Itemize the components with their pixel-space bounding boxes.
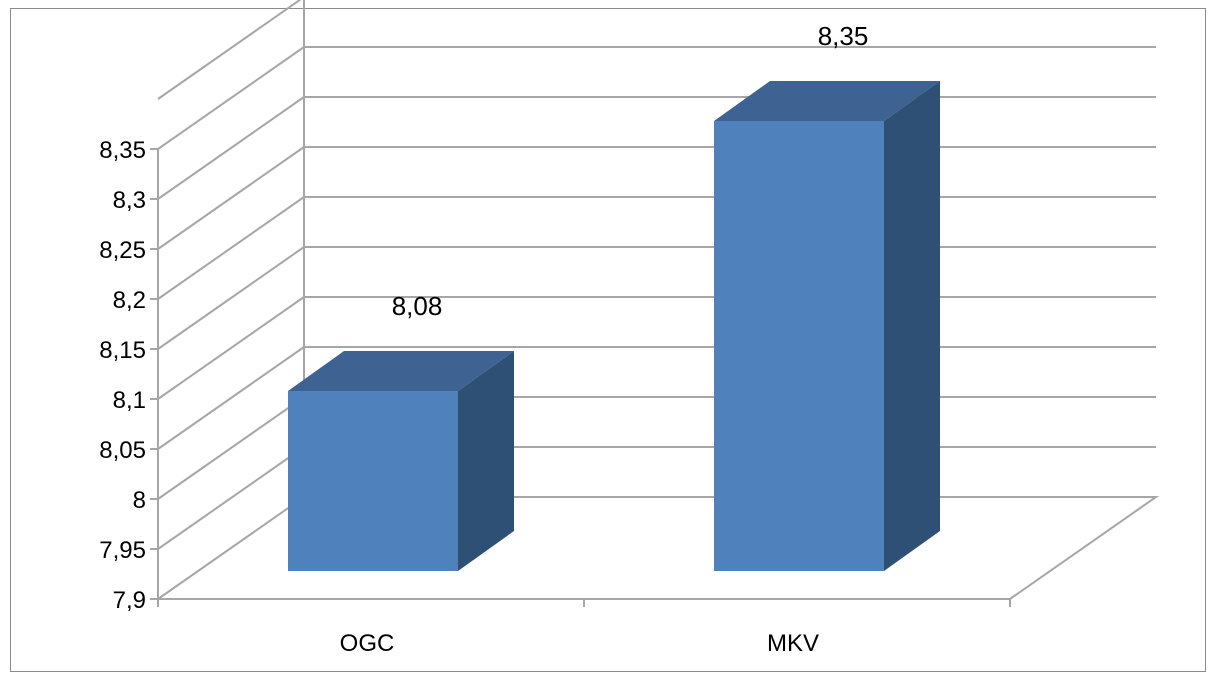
y-tick-label-4: 8,1 xyxy=(113,387,146,414)
category-label-mkv: MKV xyxy=(767,630,819,657)
axes xyxy=(150,148,1011,607)
y-tick-label-7: 8,25 xyxy=(99,237,146,264)
gridline-side-9 xyxy=(157,46,305,150)
gridline-side-10 xyxy=(157,0,302,100)
gridline-side-3 xyxy=(157,346,305,450)
bar-ogc-top xyxy=(288,351,514,391)
gridline-side-8 xyxy=(157,96,305,200)
data-label-mkv: 8,35 xyxy=(818,21,869,51)
bar-ogc-front xyxy=(288,391,458,571)
y-tick-label-8: 8,3 xyxy=(113,187,146,214)
bar-ogc-side xyxy=(458,351,514,571)
y-tick-label-0: 7,9 xyxy=(113,587,146,614)
chart-frame xyxy=(10,8,1206,672)
y-tick-label-3: 8,05 xyxy=(99,437,146,464)
y-tick-label-9: 8,35 xyxy=(99,137,146,164)
bar-mkv-side xyxy=(884,81,940,571)
gridline-side-4 xyxy=(157,296,305,400)
labels: 7,9 7,95 8 8,05 8,1 8,15 8,2 8,25 8,3 8,35 8,08 OGC… xyxy=(99,21,868,657)
bar-mkv-top xyxy=(714,81,940,121)
bar-mkv-front xyxy=(714,121,884,571)
data-label-ogc: 8,08 xyxy=(392,291,443,321)
bars xyxy=(288,81,940,571)
gridline-side-5 xyxy=(157,246,305,350)
gridline-side-7 xyxy=(157,146,305,250)
category-label-ogc: OGC xyxy=(340,630,395,657)
gridline-side-6 xyxy=(157,196,305,300)
y-tick-label-6: 8,2 xyxy=(113,287,146,314)
y-tick-label-1: 7,95 xyxy=(99,537,146,564)
gridline-side-2 xyxy=(157,396,305,500)
y-tick-label-5: 8,15 xyxy=(99,337,146,364)
gridline-side-1 xyxy=(157,446,305,550)
y-tick-label-2: 8 xyxy=(133,487,146,514)
